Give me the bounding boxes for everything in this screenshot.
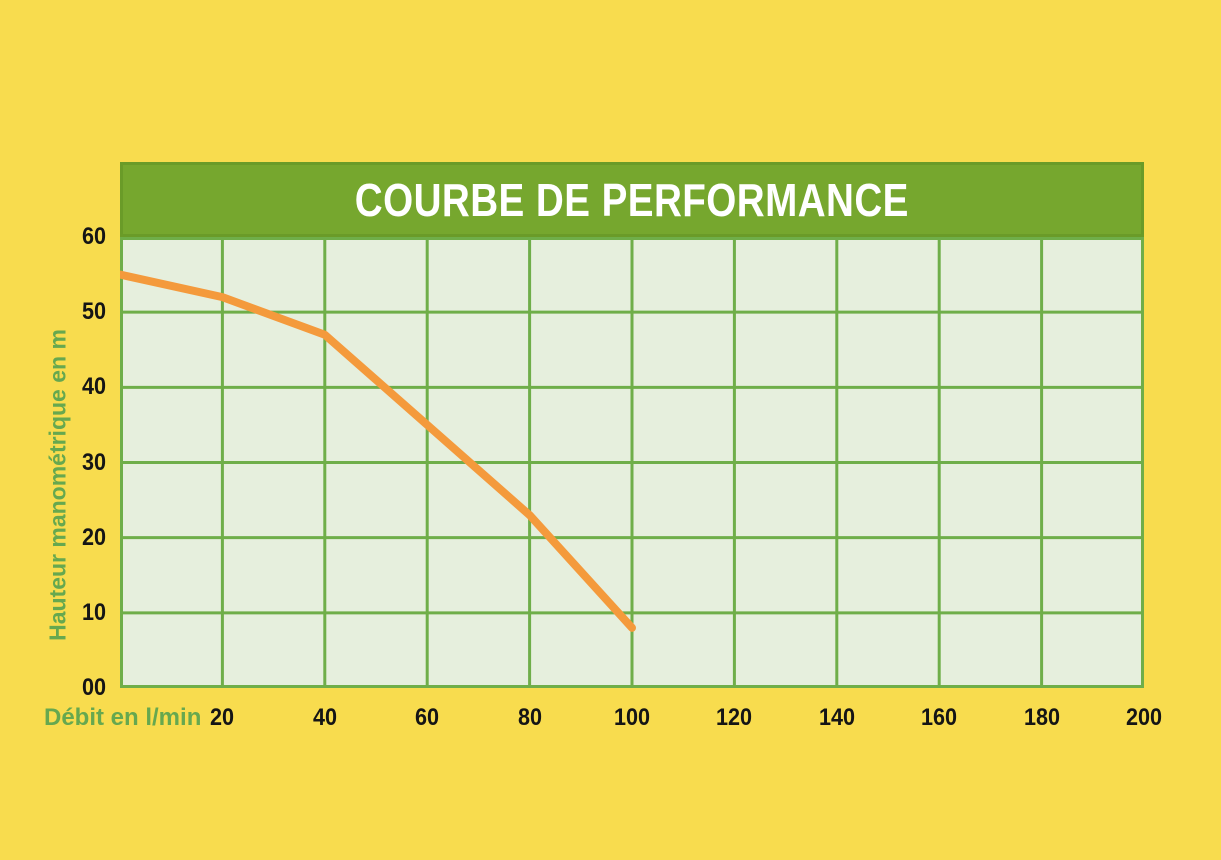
chart-title-banner: COURBE DE PERFORMANCE: [120, 162, 1144, 237]
y-tick-label-20: 20: [81, 523, 106, 551]
x-tick-label-200: 200: [1125, 704, 1163, 731]
y-tick-label-60: 60: [81, 223, 106, 250]
courbe-performance-curve: [120, 270, 636, 632]
x-tick-label-180: 180: [1023, 704, 1060, 731]
plot-area: [120, 237, 1144, 688]
plot-svg: [120, 237, 1144, 688]
x-tick-label-80: 80: [517, 704, 542, 731]
y-tick-label-50: 50: [81, 298, 106, 326]
x-tick-label-160: 160: [921, 704, 958, 731]
chart-title: COURBE DE PERFORMANCE: [354, 173, 910, 226]
x-axis-title: Débit en l/min: [44, 704, 202, 731]
x-tick-label-60: 60: [415, 704, 440, 731]
x-tick-label-120: 120: [716, 704, 753, 731]
x-tick-label-20: 20: [210, 704, 235, 731]
x-tick-label-40: 40: [312, 704, 337, 731]
y-tick-label-40: 40: [81, 373, 106, 401]
x-tick-label-140: 140: [818, 704, 855, 731]
y-tick-label-30: 30: [81, 448, 106, 476]
x-tick-label-100: 100: [613, 704, 651, 731]
y-tick-label-10: 10: [81, 598, 106, 626]
y-tick-label-00: 00: [81, 674, 106, 701]
performance-chart: COURBE DE PERFORMANCE 00 10 20 30 40 50 60 20 4…: [82, 162, 1162, 731]
